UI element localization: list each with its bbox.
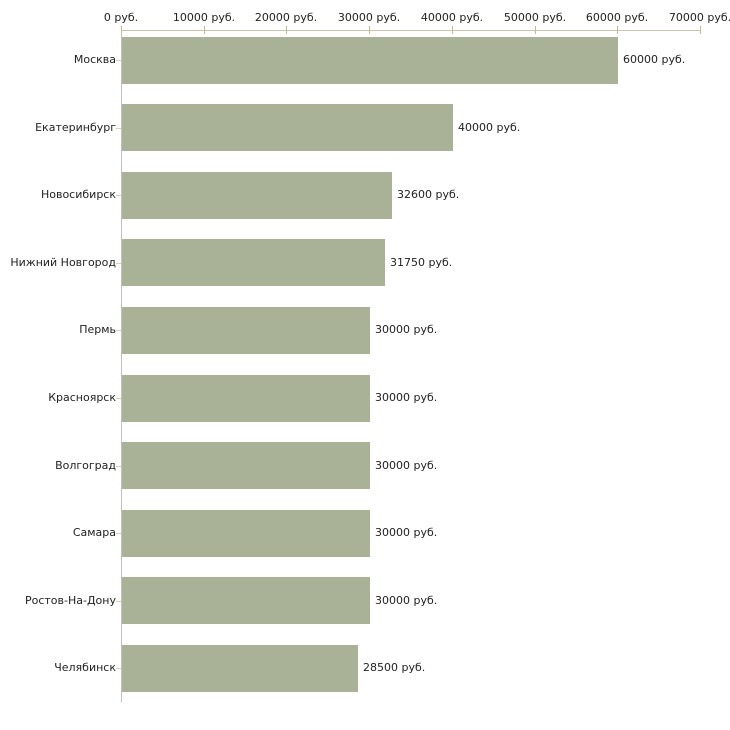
bar: [122, 645, 358, 692]
value-label: 30000 руб.: [375, 459, 438, 472]
x-tick-mark: [700, 26, 701, 34]
x-tick-mark: [535, 26, 536, 34]
value-label: 28500 руб.: [363, 661, 426, 674]
category-label: Москва: [73, 53, 116, 66]
category-label: Нижний Новгород: [10, 256, 116, 269]
value-label: 60000 руб.: [623, 53, 686, 66]
value-label: 30000 руб.: [375, 391, 438, 404]
value-label: 31750 руб.: [390, 256, 453, 269]
x-axis-tick-label: 20000 руб.: [254, 11, 318, 24]
x-axis-tick-label: 70000 руб.: [668, 11, 730, 24]
y-tick-mark: [116, 668, 121, 669]
value-label: 40000 руб.: [458, 121, 521, 134]
category-label: Челябинск: [54, 661, 116, 674]
bar: [122, 510, 370, 557]
category-label: Пермь: [79, 323, 116, 336]
y-tick-mark: [116, 60, 121, 61]
x-axis-tick-label: 30000 руб.: [337, 11, 401, 24]
value-label: 30000 руб.: [375, 594, 438, 607]
y-axis-line: [121, 30, 122, 702]
bar: [122, 442, 370, 489]
y-tick-mark: [116, 398, 121, 399]
x-tick-mark: [617, 26, 618, 34]
bar: [122, 37, 618, 84]
value-label: 30000 руб.: [375, 323, 438, 336]
category-label: Волгоград: [55, 459, 116, 472]
y-tick-mark: [116, 195, 121, 196]
x-axis-tick-label: 40000 руб.: [420, 11, 484, 24]
x-tick-mark: [121, 26, 122, 34]
bar: [122, 172, 392, 219]
x-axis-tick-label: 50000 руб.: [503, 11, 567, 24]
bar: [122, 577, 370, 624]
value-label: 30000 руб.: [375, 526, 438, 539]
y-tick-mark: [116, 533, 121, 534]
y-tick-mark: [116, 601, 121, 602]
y-tick-mark: [116, 466, 121, 467]
y-tick-mark: [116, 128, 121, 129]
x-tick-mark: [452, 26, 453, 34]
value-label: 32600 руб.: [397, 188, 460, 201]
y-tick-mark: [116, 263, 121, 264]
x-axis-tick-label: 0 руб.: [103, 11, 139, 24]
category-label: Красноярск: [48, 391, 116, 404]
x-axis-line: [121, 30, 700, 31]
bar: [122, 104, 453, 151]
x-tick-mark: [204, 26, 205, 34]
category-label: Новосибирск: [40, 188, 116, 201]
x-axis-tick-label: 60000 руб.: [585, 11, 649, 24]
category-label: Самара: [72, 526, 116, 539]
x-tick-mark: [369, 26, 370, 34]
category-label: Ростов-На-Дону: [24, 594, 116, 607]
x-tick-mark: [286, 26, 287, 34]
y-tick-mark: [116, 330, 121, 331]
bar: [122, 239, 385, 286]
category-label: Екатеринбург: [35, 121, 116, 134]
x-axis-tick-label: 10000 руб.: [172, 11, 236, 24]
bar: [122, 307, 370, 354]
bar: [122, 375, 370, 422]
